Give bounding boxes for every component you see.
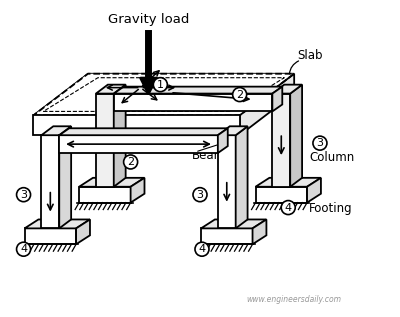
Text: 4: 4 xyxy=(20,244,27,254)
Polygon shape xyxy=(114,85,126,187)
Polygon shape xyxy=(256,187,307,203)
Text: 3: 3 xyxy=(316,138,324,148)
Text: Gravity load: Gravity load xyxy=(108,13,189,26)
Polygon shape xyxy=(307,178,321,203)
Polygon shape xyxy=(272,85,302,94)
Text: Column: Column xyxy=(309,151,354,164)
Polygon shape xyxy=(34,74,294,115)
Text: Footing: Footing xyxy=(309,202,353,215)
Text: 3: 3 xyxy=(196,190,204,200)
Polygon shape xyxy=(96,85,126,94)
Text: 3: 3 xyxy=(20,190,27,200)
Polygon shape xyxy=(272,94,290,187)
Polygon shape xyxy=(42,135,59,228)
Text: 2: 2 xyxy=(127,157,134,167)
Polygon shape xyxy=(201,228,252,244)
Polygon shape xyxy=(256,178,321,187)
Polygon shape xyxy=(252,219,266,244)
Polygon shape xyxy=(218,128,228,153)
Polygon shape xyxy=(42,126,71,135)
Text: 4: 4 xyxy=(198,244,206,254)
Polygon shape xyxy=(59,126,71,228)
Polygon shape xyxy=(34,115,240,135)
Polygon shape xyxy=(59,135,218,153)
Text: www.engineersdaily.com: www.engineersdaily.com xyxy=(247,295,342,304)
Polygon shape xyxy=(114,94,272,111)
Polygon shape xyxy=(34,74,294,115)
Text: 4: 4 xyxy=(285,203,292,213)
Text: Slab: Slab xyxy=(297,49,323,62)
Text: Beam: Beam xyxy=(192,149,226,162)
Polygon shape xyxy=(114,87,282,94)
Polygon shape xyxy=(218,135,236,228)
Text: 2: 2 xyxy=(236,90,243,100)
Polygon shape xyxy=(79,178,144,187)
Polygon shape xyxy=(240,74,294,135)
Polygon shape xyxy=(290,85,302,187)
Polygon shape xyxy=(76,219,90,244)
Polygon shape xyxy=(96,94,114,187)
Polygon shape xyxy=(79,187,131,203)
Polygon shape xyxy=(272,87,282,111)
Polygon shape xyxy=(24,228,76,244)
Polygon shape xyxy=(236,126,248,228)
Polygon shape xyxy=(218,126,248,135)
Polygon shape xyxy=(131,178,144,203)
Polygon shape xyxy=(59,128,228,135)
Text: 1: 1 xyxy=(157,80,164,90)
Polygon shape xyxy=(201,219,266,228)
Polygon shape xyxy=(24,219,90,228)
